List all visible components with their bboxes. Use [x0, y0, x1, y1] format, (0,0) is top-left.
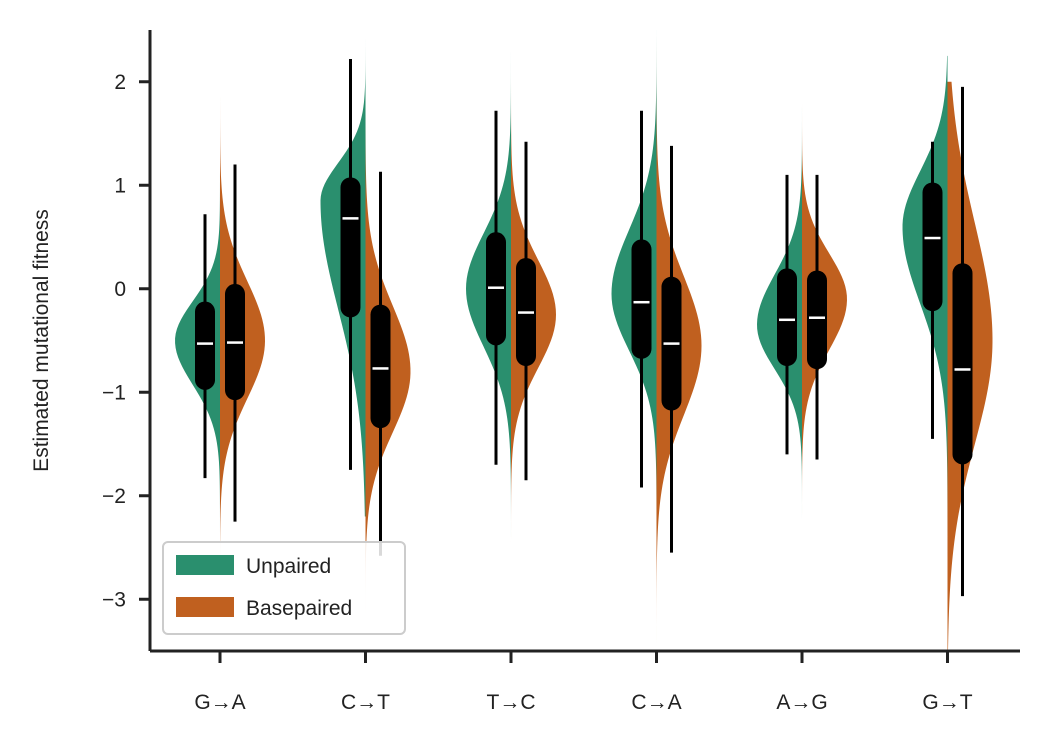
y-axis-label: Estimated mutational fitness [30, 209, 53, 472]
y-tick-label-5: −3 [102, 588, 126, 611]
y-tick-label-2: 0 [114, 278, 126, 301]
x-tick-label-2: T→C [487, 691, 536, 714]
legend-swatch-basepaired [176, 597, 234, 617]
x-tick-label-0: G→A [194, 691, 245, 714]
y-tick-label-0: 2 [114, 71, 126, 94]
legend-label-basepaired: Basepaired [246, 597, 352, 620]
y-tick-label-4: −2 [102, 485, 126, 508]
y-tick-label-1: 1 [114, 174, 126, 197]
x-tick-label-4: A→G [776, 691, 827, 714]
x-tick-label-1: C→T [341, 691, 390, 714]
violin-unpaired-5 [902, 55, 948, 651]
y-tick-label-3: −1 [102, 381, 126, 404]
legend-label-unpaired: Unpaired [246, 555, 331, 578]
x-tick-label-5: G→T [922, 691, 972, 714]
legend-swatch-unpaired [176, 555, 234, 575]
x-tick-label-3: C→A [631, 691, 681, 714]
